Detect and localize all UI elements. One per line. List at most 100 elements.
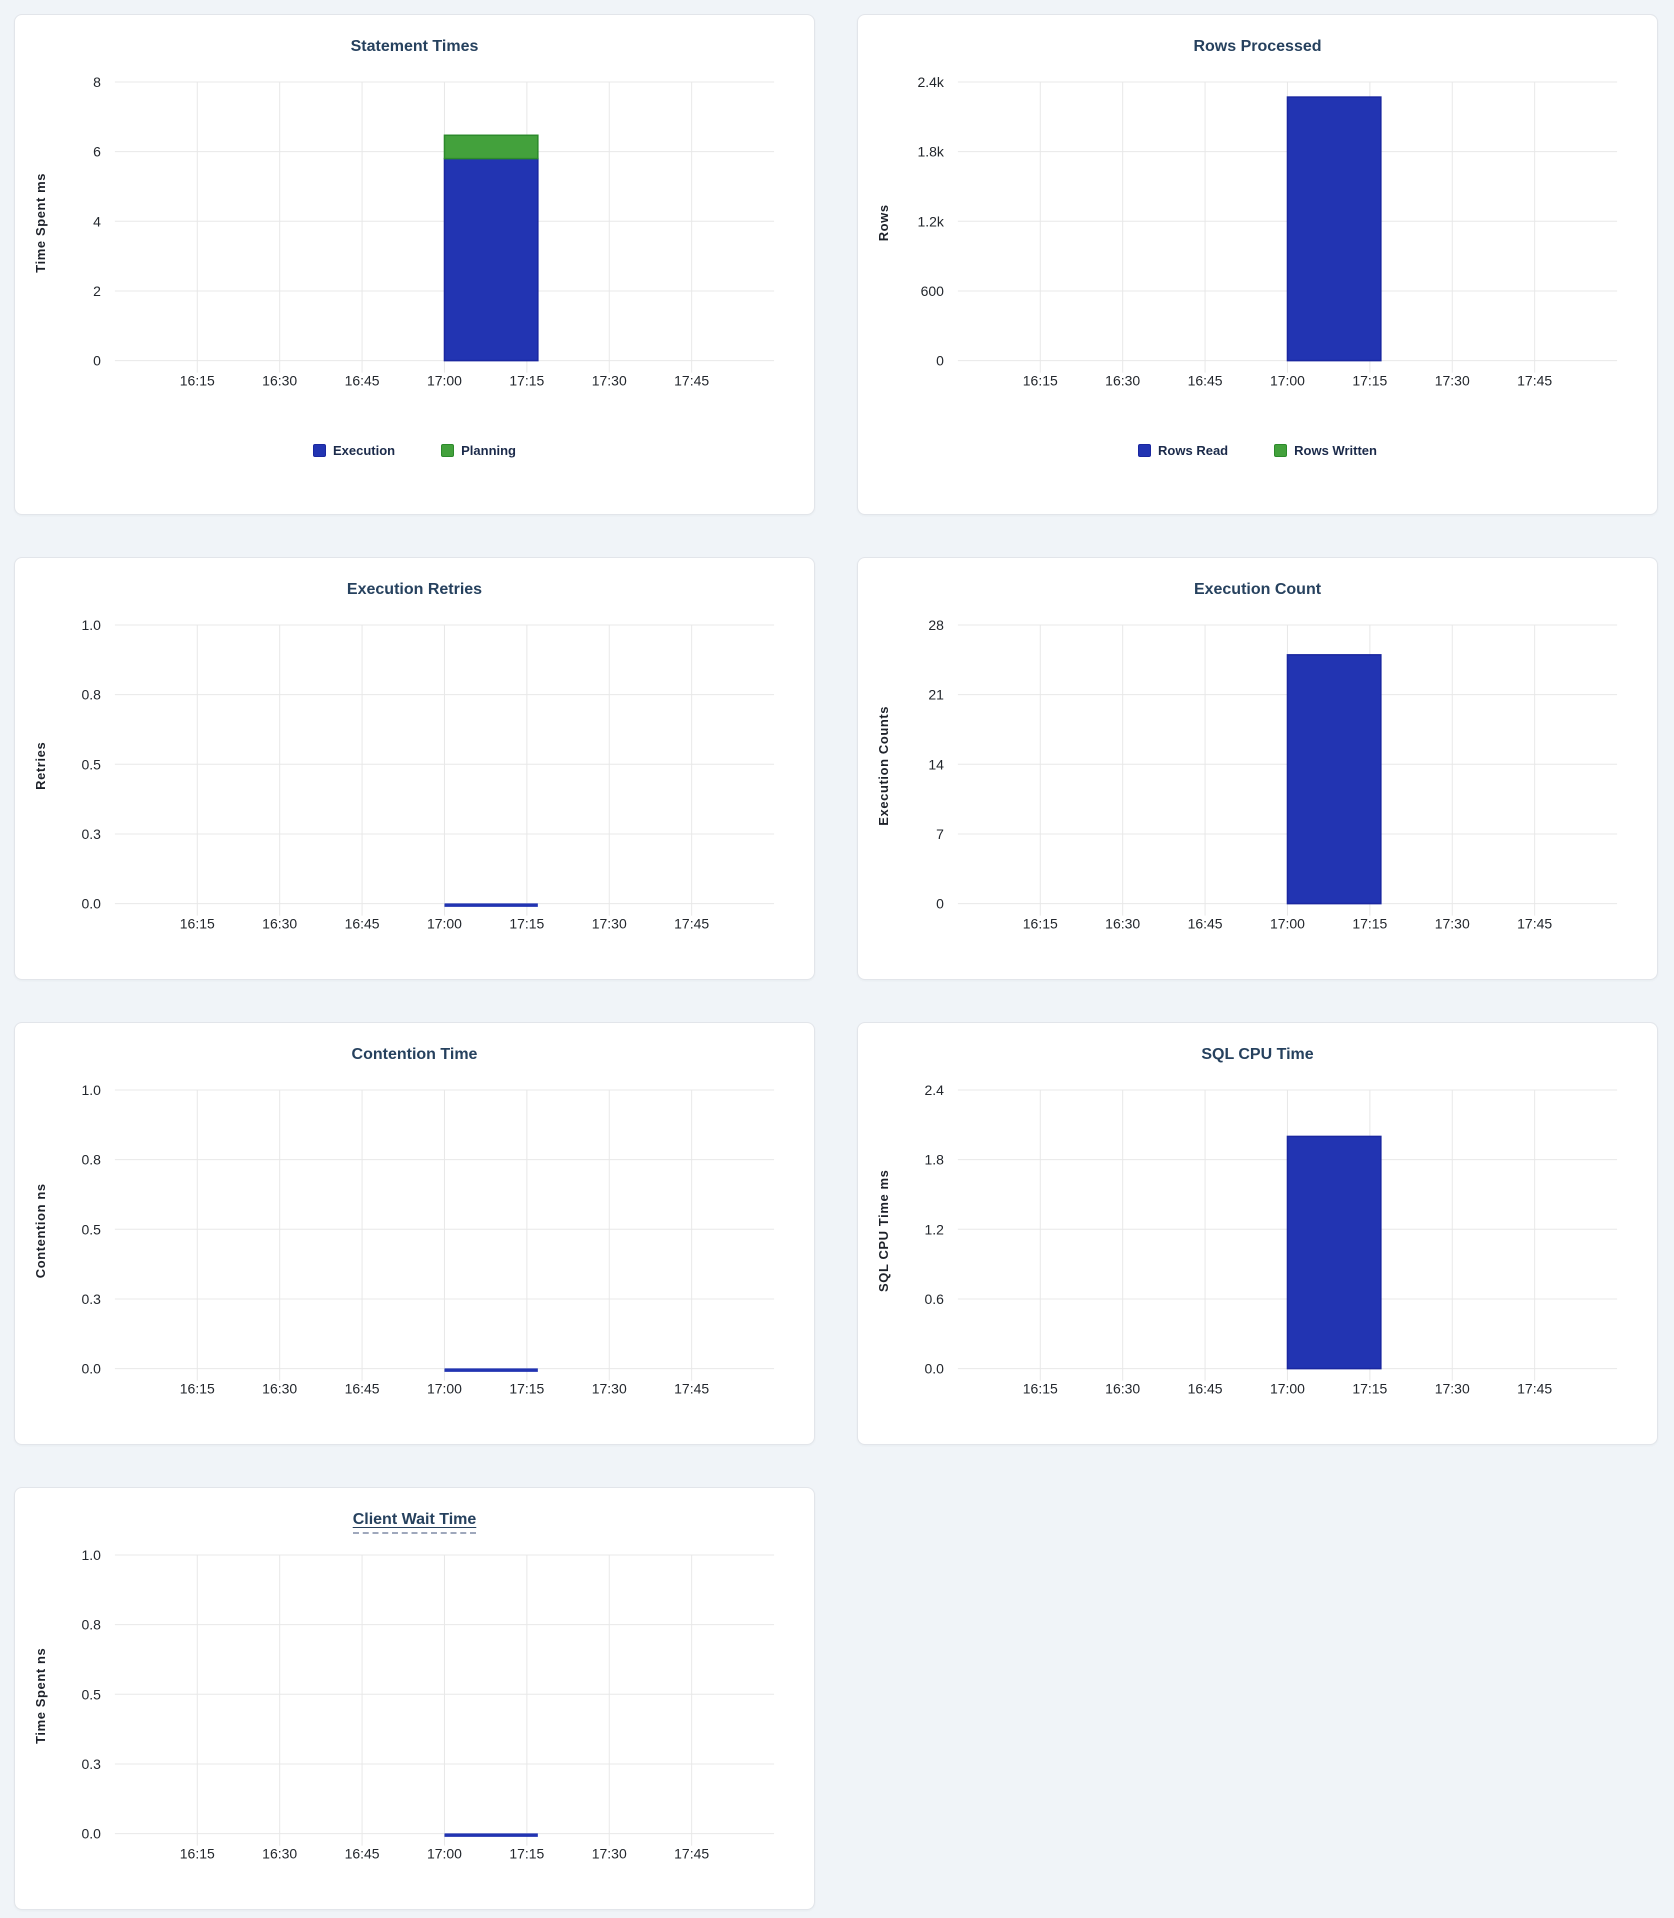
x-tick-label: 17:45 bbox=[1517, 373, 1552, 389]
x-tick-label: 17:30 bbox=[592, 1381, 627, 1397]
y-tick-label: 7 bbox=[936, 826, 944, 842]
y-tick-label: 0.5 bbox=[81, 756, 101, 772]
chart-card-rows-processed: Rows Processed 0 600 1.2k 1.8k 2.4k 16:15 16:30… bbox=[857, 14, 1658, 515]
y-axis-label: Time Spent ns bbox=[33, 1648, 48, 1744]
y-axis-label: SQL CPU Time ms bbox=[876, 1170, 891, 1292]
chart-title: Execution Count bbox=[870, 580, 1645, 600]
chart-title-text: Execution Count bbox=[1193, 581, 1322, 598]
chart-title: Rows Processed bbox=[870, 37, 1645, 57]
legend-label: Planning bbox=[461, 442, 516, 458]
y-tick-label: 2.4 bbox=[924, 1082, 944, 1098]
x-tick-label: 16:15 bbox=[180, 1846, 215, 1862]
chart-card-contention-time: Contention Time 0.0 0.3 0.5 0.8 1.0 16:15 16:30… bbox=[14, 1022, 815, 1445]
x-tick-label: 17:15 bbox=[509, 1846, 544, 1862]
x-tick-label: 17:00 bbox=[427, 1381, 462, 1397]
x-tick-label: 17:30 bbox=[1435, 373, 1470, 389]
x-tick-label: 16:45 bbox=[1188, 916, 1223, 932]
y-tick-label: 0.3 bbox=[81, 1291, 101, 1307]
x-tick-label: 17:45 bbox=[1517, 916, 1552, 932]
y-axis-label: Rows bbox=[876, 204, 891, 241]
bar-execution-count[interactable] bbox=[1286, 654, 1382, 905]
y-tick-label: 0.0 bbox=[81, 896, 101, 912]
x-tick-label: 17:30 bbox=[592, 916, 627, 932]
y-tick-label: 0.0 bbox=[924, 1361, 944, 1377]
y-tick-label: 0.0 bbox=[81, 1826, 101, 1842]
y-tick-label: 6 bbox=[93, 144, 101, 160]
y-tick-label: 0.8 bbox=[81, 1617, 101, 1633]
x-tick-label: 16:15 bbox=[1023, 1381, 1058, 1397]
bar-planning[interactable] bbox=[443, 134, 539, 160]
legend-item-planning: Planning bbox=[441, 443, 516, 458]
x-tick-label: 16:15 bbox=[1023, 916, 1058, 932]
x-tick-label: 17:45 bbox=[674, 916, 709, 932]
chart-plot: 0 600 1.2k 1.8k 2.4k 16:15 16:30 16:45 17:00 17:1… bbox=[876, 74, 1618, 389]
chart-title: Statement Times bbox=[27, 37, 802, 57]
chart-legend: Rows Read Rows Written bbox=[858, 443, 1657, 458]
legend-item-execution: Execution bbox=[312, 442, 396, 458]
x-tick-label: 17:45 bbox=[674, 1381, 709, 1397]
y-tick-label: 1.0 bbox=[81, 1082, 101, 1098]
x-tick-label: 17:00 bbox=[427, 373, 462, 389]
chart-title-text: Contention Time bbox=[351, 1046, 478, 1063]
chart-card-sql-cpu-time: SQL CPU Time 0.0 0.6 1.2 1.8 2.4 16:15 16:30 16:… bbox=[857, 1022, 1658, 1445]
chart-plot: 0 7 14 21 28 16:15 16:30 16:45 17:00 17:15 17:30 17… bbox=[876, 617, 1618, 932]
x-tick-label: 16:45 bbox=[1188, 373, 1223, 389]
legend-swatch-blue bbox=[312, 443, 326, 457]
legend-label: Rows Read bbox=[1158, 442, 1229, 458]
x-tick-label: 17:45 bbox=[1517, 1381, 1552, 1397]
y-axis-label: Time Spent ms bbox=[33, 173, 48, 273]
x-tick-label: 16:30 bbox=[1105, 373, 1140, 389]
y-tick-label: 0 bbox=[93, 353, 101, 369]
chart-plot: 0.0 0.3 0.5 0.8 1.0 16:15 16:30 16:45 17:00 17:15… bbox=[33, 1082, 775, 1397]
x-tick-label: 17:00 bbox=[427, 916, 462, 932]
x-tick-label: 17:00 bbox=[1270, 916, 1305, 932]
chart-title-text[interactable]: Client Wait Time bbox=[352, 1511, 477, 1534]
x-tick-label: 17:30 bbox=[1435, 1381, 1470, 1397]
bar-rows-read[interactable] bbox=[1286, 96, 1382, 362]
x-tick-label: 16:45 bbox=[345, 373, 380, 389]
x-tick-label: 16:45 bbox=[345, 916, 380, 932]
chart-title: SQL CPU Time bbox=[870, 1045, 1645, 1065]
x-tick-label: 16:30 bbox=[262, 1846, 297, 1862]
chart-card-client-wait-time: Client Wait Time 0.0 0.3 0.5 0.8 1.0 16:15 16:3… bbox=[14, 1487, 815, 1910]
legend-label: Execution bbox=[332, 442, 396, 458]
legend-label: Rows Written bbox=[1294, 442, 1377, 458]
x-tick-label: 16:30 bbox=[1105, 1381, 1140, 1397]
x-tick-label: 17:00 bbox=[1270, 373, 1305, 389]
chart-title-text: Rows Processed bbox=[1193, 38, 1322, 55]
x-tick-label: 16:15 bbox=[180, 373, 215, 389]
x-tick-label: 17:15 bbox=[1352, 916, 1387, 932]
y-tick-label: 4 bbox=[93, 213, 101, 229]
y-tick-label: 14 bbox=[928, 756, 944, 772]
chart-card-statement-times: Statement Times 0 2 4 6 8 16:15 16:30 16:45 17:00… bbox=[14, 14, 815, 515]
x-tick-label: 16:45 bbox=[345, 1846, 380, 1862]
y-axis-label: Retries bbox=[33, 742, 48, 790]
chart-title-text: Execution Retries bbox=[346, 581, 483, 598]
bar-execution[interactable] bbox=[443, 157, 539, 362]
chart-plot: 0.0 0.3 0.5 0.8 1.0 16:15 16:30 16:45 17:00 17:15… bbox=[33, 1547, 775, 1862]
y-axis-label: Execution Counts bbox=[876, 706, 891, 826]
y-tick-label: 600 bbox=[921, 283, 945, 299]
y-tick-label: 0.3 bbox=[81, 1756, 101, 1772]
x-tick-label: 17:15 bbox=[1352, 373, 1387, 389]
y-tick-label: 0.5 bbox=[81, 1221, 101, 1237]
legend-swatch-green bbox=[441, 443, 455, 457]
x-tick-label: 16:30 bbox=[262, 373, 297, 389]
y-tick-label: 0.8 bbox=[81, 1152, 101, 1168]
y-tick-label: 0 bbox=[936, 896, 944, 912]
chart-plot: 0.0 0.3 0.5 0.8 1.0 16:15 16:30 16:45 17:00 17:15… bbox=[33, 617, 775, 932]
x-tick-label: 16:30 bbox=[262, 916, 297, 932]
x-tick-label: 16:30 bbox=[262, 1381, 297, 1397]
chart-legend: Execution Planning bbox=[15, 443, 814, 458]
y-tick-label: 0.5 bbox=[81, 1686, 101, 1702]
y-tick-label: 8 bbox=[93, 74, 101, 90]
chart-title: Execution Retries bbox=[27, 580, 802, 600]
chart-title-text: Statement Times bbox=[350, 38, 479, 55]
legend-item-rows-read: Rows Read bbox=[1138, 443, 1228, 458]
y-tick-label: 2.4k bbox=[917, 74, 943, 90]
bar-sql-cpu-time[interactable] bbox=[1286, 1135, 1382, 1370]
y-tick-label: 0.0 bbox=[81, 1361, 101, 1377]
x-tick-label: 17:45 bbox=[674, 373, 709, 389]
x-tick-label: 16:45 bbox=[1188, 1381, 1223, 1397]
